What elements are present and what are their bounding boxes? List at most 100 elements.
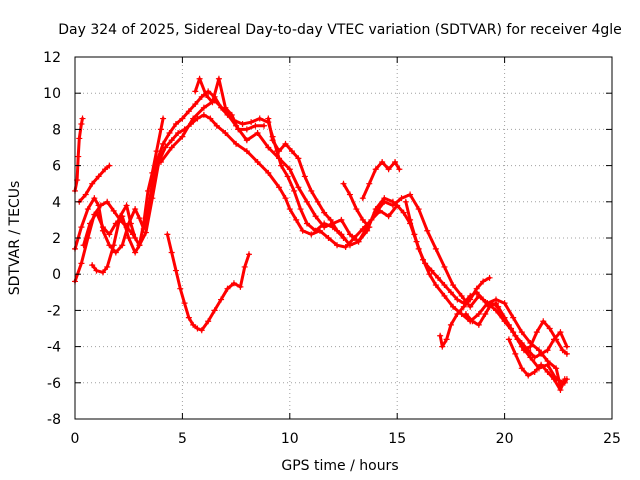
data-point xyxy=(538,361,545,368)
data-point xyxy=(295,155,302,162)
series-line xyxy=(507,337,567,392)
data-point xyxy=(110,242,117,249)
data-point xyxy=(462,311,469,318)
data-point xyxy=(295,184,302,191)
data-point xyxy=(172,267,179,274)
data-point xyxy=(334,227,341,234)
data-point xyxy=(475,321,482,328)
series-arc-8 xyxy=(157,97,396,245)
data-point xyxy=(334,242,341,249)
data-point xyxy=(557,329,564,336)
data-point xyxy=(207,115,214,122)
series-line xyxy=(165,232,251,332)
data-point xyxy=(561,376,568,383)
data-point xyxy=(179,133,186,140)
data-point xyxy=(243,148,250,155)
data-point xyxy=(230,280,237,287)
data-point xyxy=(531,368,538,375)
data-point xyxy=(160,140,167,147)
data-point xyxy=(527,343,534,350)
data-point xyxy=(222,130,229,137)
data-point xyxy=(535,347,542,354)
data-point xyxy=(93,209,100,216)
data-point xyxy=(557,387,564,394)
data-point xyxy=(153,148,160,155)
data-point xyxy=(276,148,283,155)
data-point xyxy=(286,206,293,213)
data-point xyxy=(123,202,130,209)
data-point xyxy=(288,148,295,155)
data-point xyxy=(237,283,244,290)
data-point xyxy=(450,303,457,310)
data-point xyxy=(168,137,175,144)
chart-title: Day 324 of 2025, Sidereal Day-to-day VTE… xyxy=(58,22,622,38)
series-arc-12 xyxy=(359,158,403,202)
data-point xyxy=(441,292,448,299)
data-series xyxy=(72,75,570,394)
series-line xyxy=(361,160,401,200)
data-point xyxy=(475,311,482,318)
data-point xyxy=(132,249,139,256)
series-arc-10 xyxy=(265,115,347,241)
data-point xyxy=(428,267,435,274)
data-point xyxy=(110,207,117,214)
data-point xyxy=(473,285,480,292)
data-point xyxy=(546,325,553,332)
data-point xyxy=(447,321,454,328)
data-point xyxy=(233,140,240,147)
data-point xyxy=(372,206,379,213)
data-point xyxy=(303,198,310,205)
data-point xyxy=(411,231,418,238)
data-point xyxy=(211,307,218,314)
data-point xyxy=(190,115,197,122)
data-point xyxy=(531,354,538,361)
y-tick-label: -2 xyxy=(47,303,61,319)
data-point xyxy=(282,140,289,147)
y-tick-label: -4 xyxy=(47,340,61,356)
y-tick-label: -6 xyxy=(47,376,61,392)
data-point xyxy=(540,318,547,325)
data-point xyxy=(136,215,143,222)
x-tick-label: 15 xyxy=(388,431,406,447)
data-point xyxy=(80,242,87,249)
data-point xyxy=(261,122,268,129)
data-point xyxy=(553,336,560,343)
data-point xyxy=(480,296,487,303)
data-point xyxy=(486,274,493,281)
data-point xyxy=(265,115,272,122)
data-point xyxy=(284,173,291,180)
data-point xyxy=(501,300,508,307)
series-arc-9 xyxy=(192,75,268,133)
data-point xyxy=(117,213,124,220)
data-point xyxy=(256,115,263,122)
series-arc-4 xyxy=(80,115,167,256)
data-point xyxy=(235,126,242,133)
data-point xyxy=(177,285,184,292)
data-point xyxy=(488,300,495,307)
data-point xyxy=(432,245,439,252)
series-line xyxy=(73,113,569,388)
data-point xyxy=(224,285,231,292)
data-point xyxy=(303,220,310,227)
data-point xyxy=(243,137,250,144)
data-point xyxy=(282,195,289,202)
data-point xyxy=(321,224,328,231)
data-point xyxy=(181,300,188,307)
data-point xyxy=(353,206,360,213)
data-point xyxy=(553,365,560,372)
data-point xyxy=(454,296,461,303)
data-point xyxy=(366,224,373,231)
data-point xyxy=(480,278,487,285)
data-point xyxy=(168,144,175,151)
series-arc-6 xyxy=(89,202,139,276)
data-point xyxy=(415,245,422,252)
data-point xyxy=(243,126,250,133)
data-point xyxy=(424,227,431,234)
data-point xyxy=(551,376,558,383)
data-point xyxy=(544,347,551,354)
data-point xyxy=(78,224,85,231)
data-point xyxy=(508,325,515,332)
data-point xyxy=(392,158,399,165)
data-point xyxy=(346,242,353,249)
data-point xyxy=(512,350,519,357)
